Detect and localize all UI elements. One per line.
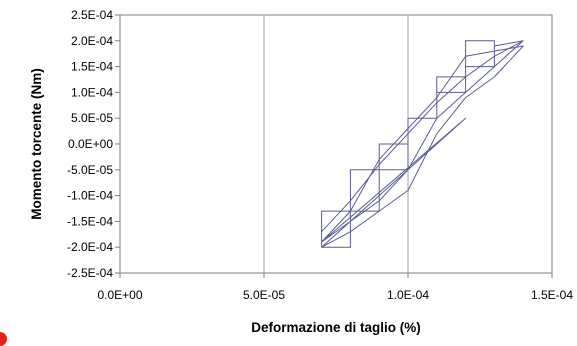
y-tick-label: 1.5E-04 <box>71 60 113 74</box>
y-tick-label: -2.0E-04 <box>67 240 113 254</box>
series-line-1 <box>321 40 524 248</box>
y-tick-label: -1.0E-04 <box>67 189 113 203</box>
y-tick-label: -5.0E-05 <box>67 163 113 177</box>
red-corner-mark <box>0 332 7 346</box>
y-tick-label: 1.0E-04 <box>71 85 113 99</box>
x-tick-label: 1.0E-04 <box>387 288 429 302</box>
x-tick-label: 0.0E+00 <box>97 288 142 302</box>
series-layer <box>321 40 524 248</box>
x-tick-label: 5.0E-05 <box>243 288 285 302</box>
x-tick-label: 1.5E-04 <box>531 288 573 302</box>
x-axis-ticks: 0.0E+00 5.0E-05 1.0E-04 1.5E-04 <box>97 273 573 302</box>
y-tick-label: 2.5E-04 <box>71 8 113 22</box>
y-tick-label: -1.5E-04 <box>67 214 113 228</box>
x-axis-title: Deformazione di taglio (%) <box>251 320 421 335</box>
y-tick-label: 0.0E+00 <box>68 137 113 151</box>
y-tick-label: 2.0E-04 <box>71 34 113 48</box>
y-tick-label: -2.5E-04 <box>67 266 113 280</box>
y-tick-label: 5.0E-05 <box>71 111 113 125</box>
y-axis-title: Momento torcente (Nm) <box>29 68 44 220</box>
y-axis-ticks: 2.5E-04 2.0E-04 1.5E-04 1.0E-04 5.0E-05 0.0E+… <box>67 8 120 280</box>
